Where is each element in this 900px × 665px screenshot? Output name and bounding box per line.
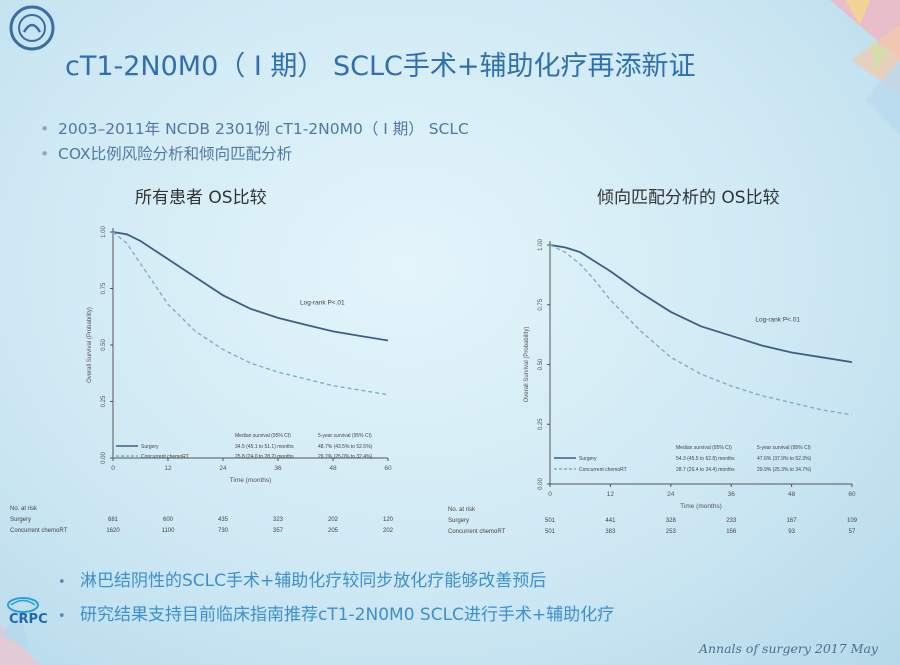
risk-value: 253 — [666, 529, 677, 535]
risk-value: 109 — [847, 518, 858, 524]
legend-median: 25.8 (24.0 to 28.2) months — [235, 454, 294, 460]
crpc-globe-icon — [7, 597, 39, 613]
x-tick-label: 0 — [548, 491, 552, 498]
y-tick-label: 1.00 — [538, 239, 544, 251]
x-tick-label: 36 — [728, 491, 736, 498]
risk-value: 328 — [666, 518, 677, 524]
legend-series-name: Concurrent chemoRT — [141, 454, 189, 460]
logrank-annotation: Log-rank P<.01 — [755, 316, 800, 323]
legend-5yr: 29.9% (25.3% to 34.7%) — [757, 467, 812, 473]
legend-header: Median survival (95% CI) — [235, 433, 291, 439]
risk-value: 156 — [726, 529, 737, 535]
x-tick-label: 12 — [607, 491, 615, 498]
bullet-dot-icon: • — [40, 120, 50, 138]
y-tick-label: 0.00 — [538, 478, 544, 490]
risk-value: 501 — [545, 529, 556, 535]
chart-title-propensity: 倾向匹配分析的 OS比较 — [597, 188, 780, 208]
risk-row-name: Surgery — [10, 517, 31, 523]
conclusion-2: • 研究结果支持目前临床指南推荐cT1-2N0M0 SCLC进行手术+辅助化疗 — [58, 605, 615, 625]
y-tick-label: 0.50 — [101, 339, 107, 351]
y-tick-label: 1.00 — [101, 226, 107, 238]
y-tick-label: 0.75 — [538, 298, 544, 310]
society-logo-icon — [9, 5, 55, 51]
x-tick-label: 60 — [848, 491, 856, 498]
bullet-analysis-method: • COX比例风险分析和倾向匹配分析 — [40, 145, 293, 163]
risk-value: 383 — [605, 529, 616, 535]
x-axis-label: Time (months) — [680, 503, 722, 510]
x-tick-label: 24 — [219, 465, 227, 472]
risk-value: 681 — [108, 517, 119, 523]
risk-value: 600 — [163, 517, 174, 523]
legend-series-name: Surgery — [579, 456, 597, 462]
legend-5yr: 47.6% (37.9% to 52.3%) — [757, 456, 812, 462]
risk-value: 357 — [273, 528, 284, 534]
risk-value: 1620 — [106, 528, 120, 534]
risk-value: 205 — [328, 528, 339, 534]
x-tick-label: 48 — [788, 491, 796, 498]
decorative-triangles — [830, 0, 900, 135]
legend-header: 5-year survival (95% CI) — [757, 445, 811, 451]
risk-row-name: Surgery — [448, 518, 469, 524]
legend-median: 34.5 (45.1 to 51.1) months — [235, 444, 294, 450]
risk-value: 323 — [273, 517, 284, 523]
km-curve-surgery — [549, 244, 853, 363]
risk-row-name: Concurrent chemoRT — [10, 528, 68, 534]
y-tick-label: 0.25 — [101, 395, 107, 407]
risk-value: 202 — [328, 517, 339, 523]
legend-header: 5-year survival (95% CI) — [318, 433, 372, 439]
citation: Annals of surgery 2017 May — [698, 641, 878, 656]
slide-title: cT1-2N0M0（ Ⅰ 期） SCLC手术+辅助化疗再添新证 — [65, 51, 696, 82]
y-axis-label: Overall Survival (Probability) — [524, 327, 530, 403]
risk-value: 1100 — [162, 528, 176, 534]
survival-charts: 0.00 0.25 0.50 0.75 1.00 0 12 24 36 48 60 Time (mon… — [10, 226, 858, 535]
x-tick-label: 12 — [164, 465, 172, 472]
legend-5yr: 29.7% (25.0% to 32.4%) — [318, 454, 373, 460]
x-axis-label: Time (months) — [230, 477, 272, 484]
bullet-dot-icon: • — [58, 609, 66, 624]
km-curve-surgery — [112, 231, 389, 342]
chart-title-all-patients: 所有患者 OS比较 — [135, 188, 267, 208]
risk-value: 501 — [545, 518, 556, 524]
x-tick-label: 24 — [667, 491, 675, 498]
bullet-dot-icon: • — [58, 575, 66, 590]
legend-5yr: 48.7% (43.5% to 52.5%) — [318, 444, 373, 450]
y-tick-label: 0.25 — [538, 418, 544, 430]
bullet-study-population: • 2003–2011年 NCDB 2301例 cT1-2N0M0（ Ⅰ 期） S… — [40, 120, 469, 138]
y-tick-label: 0.75 — [101, 282, 107, 294]
decorative-corner — [0, 615, 40, 665]
x-tick-label: 0 — [111, 465, 115, 472]
legend-header: Median survival (95% CI) — [676, 445, 732, 451]
risk-table-label: No. at risk — [10, 506, 38, 512]
legend-median: 54.3 (45.5 to 62.8) months — [676, 456, 735, 462]
x-tick-label: 48 — [329, 465, 337, 472]
risk-value: 57 — [849, 529, 856, 535]
conclusion-1: • 淋巴结阴性的SCLC手术+辅助化疗较同步放化疗能够改善预后 — [58, 571, 547, 591]
x-tick-label: 36 — [274, 465, 282, 472]
y-tick-label: 0.00 — [101, 452, 107, 464]
logrank-annotation: Log-rank P<.01 — [300, 299, 345, 306]
km-curve-chemort — [112, 231, 389, 396]
legend-median: 28.7 (26.4 to 34.4) months — [676, 467, 735, 473]
risk-table-label: No. at risk — [448, 507, 476, 513]
risk-value: 120 — [383, 517, 394, 523]
y-axis-label: Overall Survival (Probability) — [87, 307, 93, 383]
legend-series-name: Surgery — [141, 444, 159, 450]
risk-value: 233 — [726, 518, 737, 524]
risk-value: 167 — [787, 518, 798, 524]
risk-value: 730 — [218, 528, 229, 534]
risk-value: 435 — [218, 517, 229, 523]
legend-series-name: Concurrent chemoRT — [579, 467, 627, 473]
km-curve-chemort — [549, 244, 853, 416]
y-tick-label: 0.50 — [538, 358, 544, 370]
risk-value: 93 — [788, 529, 795, 535]
x-tick-label: 60 — [384, 465, 392, 472]
risk-row-name: Concurrent chemoRT — [448, 529, 506, 535]
crpc-logo-text: CRPC — [9, 612, 48, 627]
risk-value: 202 — [383, 528, 394, 534]
bullet-dot-icon: • — [40, 145, 50, 163]
risk-value: 441 — [605, 518, 616, 524]
